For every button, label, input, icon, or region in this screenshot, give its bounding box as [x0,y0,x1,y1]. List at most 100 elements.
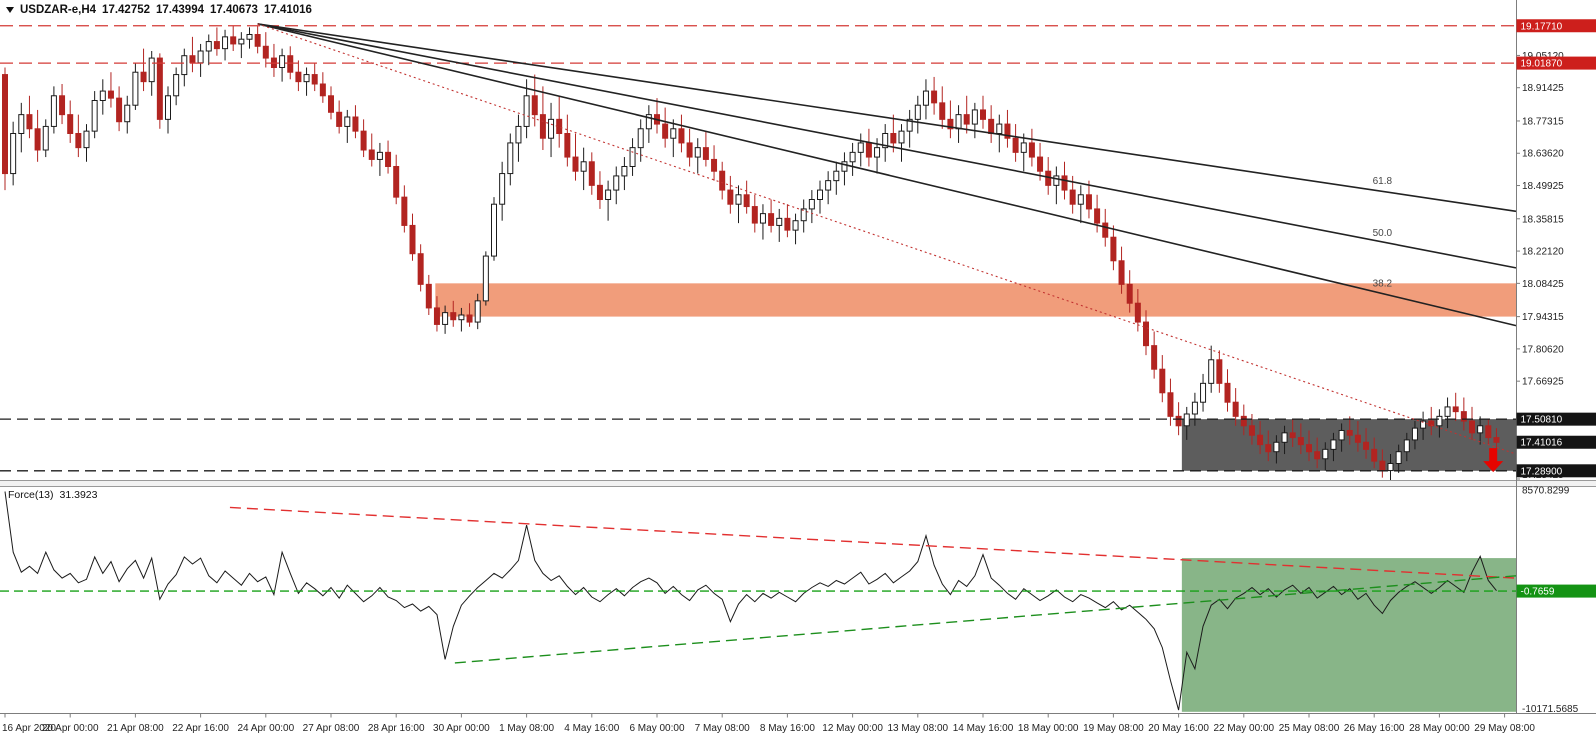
candle-body [50,95,57,127]
supply-zone-rectangle[interactable] [435,283,1516,317]
candle-body [230,36,237,45]
candle-body [1208,359,1215,384]
price-badge [1516,464,1596,478]
candle-body [42,125,49,151]
candle-body [1053,175,1060,186]
candle-body [702,147,709,160]
indicator-header: Force(13) 31.3923 [8,489,97,501]
candle-body [947,118,954,130]
symbol-marker-icon [6,7,14,13]
candle-body [425,283,432,309]
candle-body [1232,401,1239,417]
candle-body [507,142,514,175]
candle-body [849,151,856,163]
candle-body [988,118,995,134]
candle-body [980,109,986,120]
indicator-name: Force(13) [8,489,54,501]
candle-body [1118,260,1125,285]
target-zone-rectangle[interactable] [1181,419,1516,471]
price-axis-label: 18.77315 [1522,116,1564,127]
candle-body [1452,406,1459,413]
force-bullish-trendline[interactable] [454,575,1517,664]
candle-body [637,128,644,149]
candle-body [1257,434,1264,446]
candle-body [10,132,17,175]
candle-body [99,90,106,101]
candle-body [531,95,538,116]
candle-body [1134,302,1141,323]
descending-dotted-trendline[interactable] [257,23,1517,455]
candle-body [156,57,163,120]
candle-body [83,130,90,149]
price-axis-label: 17.80620 [1522,344,1564,355]
candle-body [1420,420,1427,429]
candle-body [385,151,392,167]
candle-body [262,45,269,59]
candle-body [751,206,758,224]
candle-body [1151,345,1158,370]
candle-body [360,130,367,151]
time-axis-label: 22 Apr 16:00 [172,723,229,734]
candle-body [246,33,253,40]
candle-body [1354,434,1361,443]
price-badge-label: 17.28900 [1521,466,1563,477]
fan-trendline-2[interactable] [257,23,1517,269]
time-axis-label: 16 Apr 2020 [2,723,56,734]
candle-body [768,213,775,226]
candle-body [1248,425,1255,436]
candle-body [1485,425,1492,439]
candle-body [963,114,970,125]
candle-body [213,41,220,50]
candle-body [857,142,864,153]
time-axis-label: 1 May 08:00 [499,723,554,734]
candle-body [548,118,555,139]
symbol-title: USDZAR-e,H4 [20,4,97,16]
candle-body [1379,460,1386,472]
candle-body [148,57,155,83]
price-axis-label: 19.05120 [1522,51,1564,62]
candle-body [2,74,8,175]
candle-body [882,132,889,149]
candle-body [1037,156,1044,172]
panel-divider[interactable] [0,480,1596,487]
candle-body [409,224,416,255]
candle-body [1077,194,1084,205]
price-axis-label: 18.22120 [1522,247,1564,258]
candle-body [393,165,400,198]
symbol-header: USDZAR-e,H4 17.42752 17.43994 17.40673 1… [6,4,312,16]
candle-body [539,114,546,139]
candle-body [898,130,905,144]
candle-body [580,161,587,172]
candle-body [996,123,1003,134]
force-panel [0,491,1517,712]
sell-signal-arrow[interactable] [1483,448,1504,473]
candle-body [401,196,408,226]
candle-body [784,217,791,231]
candle-body [1411,427,1418,441]
candle-body [1012,137,1019,153]
candle-body [678,128,685,144]
candle-body [825,180,832,191]
fan-trendline-1[interactable] [257,23,1517,213]
candle-body [971,109,978,125]
candle-body [1395,451,1402,464]
candle-body [491,203,497,257]
force-bearish-trendline[interactable] [229,506,1517,579]
candle-body [107,90,114,99]
candle-body [874,147,881,158]
candle-body [352,116,359,132]
candle-body [1371,448,1378,462]
price-axis[interactable] [1517,0,1596,752]
candle-body [1094,208,1101,224]
candle-body [466,314,473,323]
candle-body [743,194,750,208]
candle-body [588,161,595,186]
candle-body [711,158,718,172]
price-badge [1516,584,1596,598]
fan-trendline-3[interactable] [257,23,1517,327]
time-axis[interactable] [0,714,1596,752]
force-highlight-zone[interactable] [1181,558,1516,712]
candle-body [1338,429,1345,441]
candle-body [1085,194,1092,210]
